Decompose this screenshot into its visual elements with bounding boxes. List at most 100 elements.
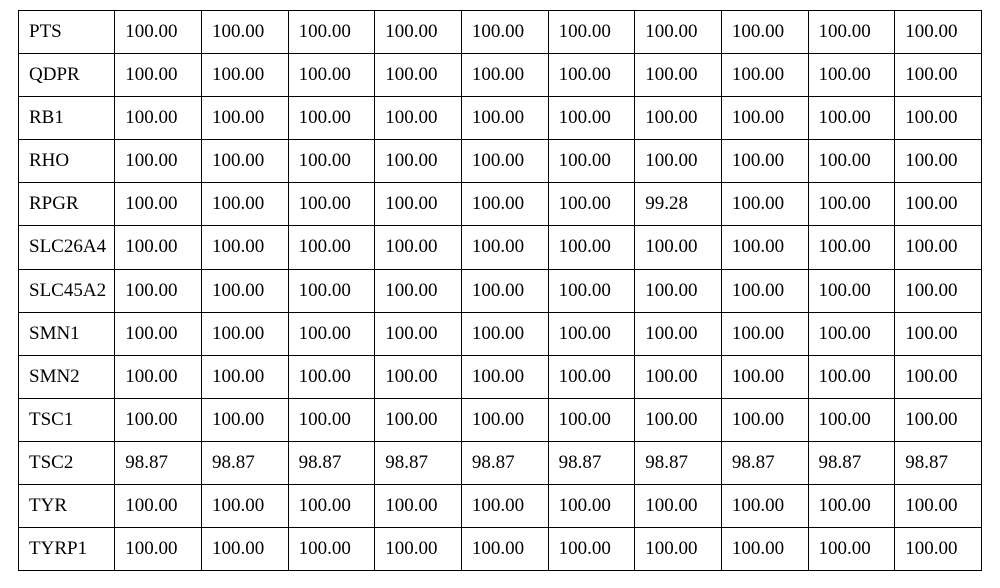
cell-value: 100.00 — [375, 183, 462, 226]
cell-value: 100.00 — [461, 54, 548, 97]
cell-value: 100.00 — [288, 312, 375, 355]
cell-value: 98.87 — [548, 441, 635, 484]
cell-value: 100.00 — [201, 528, 288, 571]
cell-value: 100.00 — [808, 11, 895, 54]
row-label: TSC2 — [19, 441, 115, 484]
cell-value: 100.00 — [201, 269, 288, 312]
cell-value: 100.00 — [288, 528, 375, 571]
cell-value: 100.00 — [201, 312, 288, 355]
cell-value: 100.00 — [461, 226, 548, 269]
cell-value: 100.00 — [548, 11, 635, 54]
cell-value: 100.00 — [808, 183, 895, 226]
cell-value: 100.00 — [375, 11, 462, 54]
cell-value: 98.87 — [895, 441, 982, 484]
table-row: TSC1100.00100.00100.00100.00100.00100.00… — [19, 398, 982, 441]
cell-value: 100.00 — [115, 312, 202, 355]
cell-value: 100.00 — [721, 269, 808, 312]
cell-value: 100.00 — [375, 312, 462, 355]
cell-value: 100.00 — [288, 226, 375, 269]
cell-value: 100.00 — [375, 355, 462, 398]
table-body: PTS100.00100.00100.00100.00100.00100.001… — [19, 11, 982, 571]
cell-value: 100.00 — [721, 485, 808, 528]
cell-value: 100.00 — [721, 97, 808, 140]
cell-value: 100.00 — [635, 269, 722, 312]
cell-value: 100.00 — [201, 355, 288, 398]
row-label: TYRP1 — [19, 528, 115, 571]
cell-value: 100.00 — [635, 11, 722, 54]
table-row: RPGR100.00100.00100.00100.00100.00100.00… — [19, 183, 982, 226]
cell-value: 100.00 — [461, 398, 548, 441]
cell-value: 100.00 — [808, 140, 895, 183]
row-label: SLC26A4 — [19, 226, 115, 269]
cell-value: 100.00 — [461, 528, 548, 571]
cell-value: 99.28 — [635, 183, 722, 226]
cell-value: 100.00 — [808, 226, 895, 269]
cell-value: 100.00 — [201, 97, 288, 140]
cell-value: 100.00 — [115, 528, 202, 571]
cell-value: 100.00 — [721, 398, 808, 441]
cell-value: 100.00 — [548, 140, 635, 183]
row-label: SMN1 — [19, 312, 115, 355]
row-label: SLC45A2 — [19, 269, 115, 312]
cell-value: 100.00 — [201, 183, 288, 226]
cell-value: 100.00 — [635, 226, 722, 269]
cell-value: 100.00 — [115, 355, 202, 398]
table-row: TSC298.8798.8798.8798.8798.8798.8798.879… — [19, 441, 982, 484]
cell-value: 100.00 — [201, 140, 288, 183]
cell-value: 100.00 — [115, 140, 202, 183]
cell-value: 100.00 — [721, 226, 808, 269]
cell-value: 100.00 — [635, 528, 722, 571]
cell-value: 100.00 — [375, 485, 462, 528]
cell-value: 100.00 — [808, 528, 895, 571]
cell-value: 100.00 — [548, 312, 635, 355]
cell-value: 100.00 — [375, 140, 462, 183]
cell-value: 100.00 — [548, 485, 635, 528]
cell-value: 100.00 — [288, 54, 375, 97]
cell-value: 100.00 — [895, 528, 982, 571]
cell-value: 100.00 — [115, 226, 202, 269]
cell-value: 100.00 — [548, 54, 635, 97]
cell-value: 100.00 — [635, 54, 722, 97]
cell-value: 100.00 — [635, 312, 722, 355]
row-label: RB1 — [19, 97, 115, 140]
cell-value: 100.00 — [895, 312, 982, 355]
cell-value: 100.00 — [808, 54, 895, 97]
cell-value: 98.87 — [375, 441, 462, 484]
cell-value: 100.00 — [808, 398, 895, 441]
cell-value: 98.87 — [721, 441, 808, 484]
cell-value: 100.00 — [461, 140, 548, 183]
cell-value: 100.00 — [461, 183, 548, 226]
cell-value: 100.00 — [895, 183, 982, 226]
cell-value: 100.00 — [375, 528, 462, 571]
row-label: QDPR — [19, 54, 115, 97]
cell-value: 100.00 — [461, 269, 548, 312]
cell-value: 100.00 — [895, 355, 982, 398]
cell-value: 100.00 — [721, 11, 808, 54]
table-row: TYR100.00100.00100.00100.00100.00100.001… — [19, 485, 982, 528]
cell-value: 98.87 — [115, 441, 202, 484]
cell-value: 100.00 — [201, 11, 288, 54]
cell-value: 100.00 — [288, 11, 375, 54]
cell-value: 100.00 — [895, 97, 982, 140]
cell-value: 100.00 — [721, 183, 808, 226]
cell-value: 98.87 — [288, 441, 375, 484]
cell-value: 100.00 — [895, 269, 982, 312]
cell-value: 100.00 — [461, 97, 548, 140]
cell-value: 100.00 — [895, 11, 982, 54]
cell-value: 100.00 — [895, 485, 982, 528]
cell-value: 100.00 — [895, 226, 982, 269]
table-row: PTS100.00100.00100.00100.00100.00100.001… — [19, 11, 982, 54]
cell-value: 100.00 — [201, 398, 288, 441]
cell-value: 100.00 — [895, 140, 982, 183]
cell-value: 100.00 — [375, 97, 462, 140]
cell-value: 100.00 — [375, 398, 462, 441]
cell-value: 100.00 — [288, 140, 375, 183]
cell-value: 100.00 — [548, 398, 635, 441]
row-label: SMN2 — [19, 355, 115, 398]
cell-value: 100.00 — [808, 97, 895, 140]
table-row: RB1100.00100.00100.00100.00100.00100.001… — [19, 97, 982, 140]
cell-value: 100.00 — [548, 226, 635, 269]
cell-value: 100.00 — [461, 312, 548, 355]
cell-value: 100.00 — [548, 269, 635, 312]
cell-value: 100.00 — [115, 54, 202, 97]
